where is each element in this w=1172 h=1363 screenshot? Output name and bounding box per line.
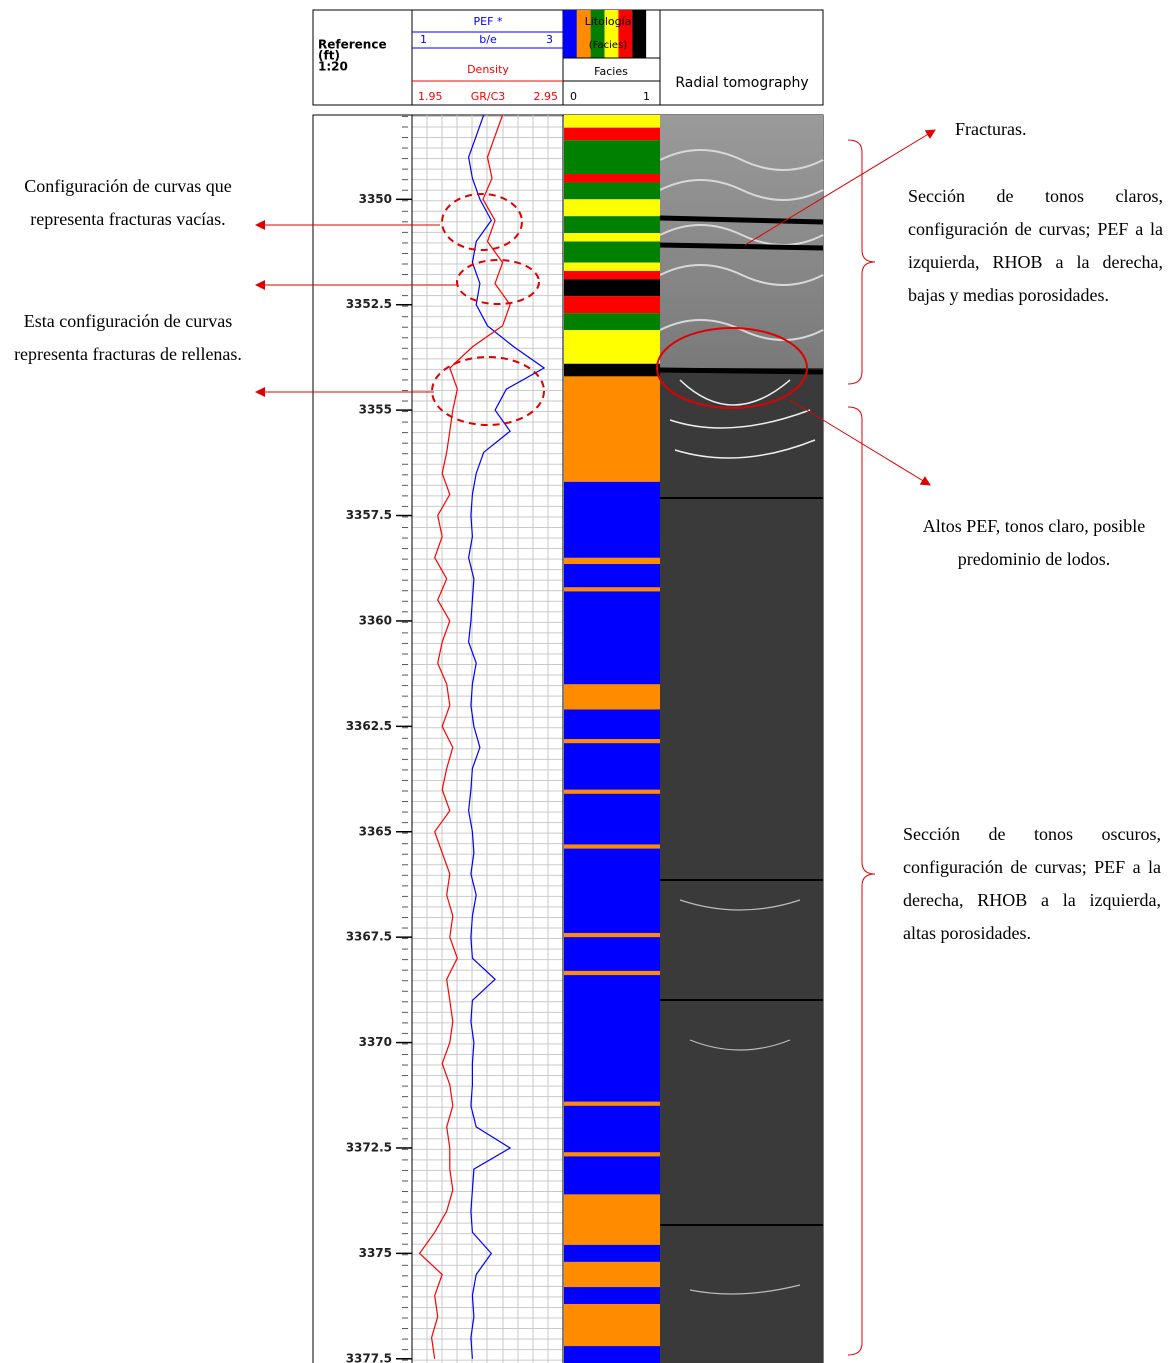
facies-band: [564, 296, 660, 314]
minor-ticks: [400, 115, 412, 1363]
depth-unit: (ft): [318, 49, 340, 63]
image-title: Radial tomography: [675, 75, 808, 91]
depth-tick-label: 3375: [359, 1246, 392, 1260]
facies-band: [564, 174, 660, 183]
facies-band: [564, 684, 660, 710]
depth-scale: 1:20: [318, 60, 348, 74]
facies-track: Facies: [594, 65, 628, 78]
facies-title: Litología: [585, 15, 632, 28]
density-unit: GR/C3: [471, 90, 506, 103]
facies-band: [564, 233, 660, 242]
annotation: Esta configuración de curvas representa …: [14, 311, 242, 364]
facies-band: [564, 330, 660, 364]
facies-band: [564, 216, 660, 234]
depth-tick-label: 3352.5: [346, 297, 392, 311]
density-title: Density: [467, 63, 509, 76]
depth-tick-label: 3350: [359, 192, 392, 206]
facies-band: [564, 262, 660, 271]
facies-band: [564, 199, 660, 217]
annotation: Sección de tonos claros, configuración d…: [908, 186, 1163, 305]
annotation: Configuración de curvas que representa f…: [24, 176, 232, 229]
depth-axis: 3350 3352.5 3355 3357.5 3360 3362.5 3365 3367.5…: [346, 192, 412, 1363]
facies-key-swatch: [604, 10, 619, 58]
facies-key-swatch: [590, 10, 605, 58]
pef-title: PEF *: [474, 15, 503, 28]
facies-key-swatch: [632, 10, 647, 58]
depth-tick-label: 3362.5: [346, 719, 392, 733]
facies-band: [564, 241, 660, 263]
facies-min: 0: [570, 90, 577, 103]
annotation-graphics: [255, 129, 936, 1356]
facies-band: [564, 844, 660, 849]
pef-unit: b/e: [479, 33, 497, 46]
facies-band: [564, 587, 660, 592]
depth-title: Reference: [318, 38, 387, 52]
depth-tick-label: 3365: [359, 824, 392, 838]
depth-tick-label: 3372.5: [346, 1140, 392, 1154]
density-min: 1.95: [418, 90, 443, 103]
annotation: Sección de tonos oscuros, configuración …: [903, 824, 1161, 943]
facies-band: [564, 1152, 660, 1157]
facies-band: [564, 140, 660, 175]
depth-tick-label: 3377.5: [346, 1351, 392, 1363]
facies-band: [564, 182, 660, 200]
radial-tomography: [659, 115, 824, 1363]
facies-band: [564, 363, 660, 377]
depth-tick-label: 3367.5: [346, 930, 392, 944]
facies-key-swatch: [618, 10, 633, 58]
pef-min: 1: [420, 33, 427, 46]
facies-band: [564, 1101, 660, 1106]
facies-subtitle: (Facies): [589, 40, 628, 51]
density-max: 2.95: [534, 90, 559, 103]
facies-band: [564, 932, 660, 938]
facies-band: [564, 970, 660, 976]
facies-band: [564, 115, 660, 128]
facies-band: [564, 739, 660, 744]
facies-band: [564, 1303, 660, 1347]
facies-band: [564, 1194, 660, 1245]
log-curve: [467, 114, 546, 1359]
facies-key-swatch: [563, 10, 577, 58]
facies-track: [564, 115, 660, 1363]
facies-band: [564, 127, 660, 141]
depth-tick-label: 3360: [359, 613, 392, 627]
depth-tick-label: 3370: [359, 1035, 392, 1049]
facies-band: [564, 313, 660, 331]
facies-band: [564, 279, 660, 297]
pef-max: 3: [546, 33, 553, 46]
facies-band: [564, 557, 660, 565]
depth-tick-label: 3357.5: [346, 508, 392, 522]
facies-band: [564, 789, 660, 794]
facies-band: [564, 271, 660, 280]
curves: [418, 114, 546, 1359]
log-curve: [418, 114, 511, 1359]
facies-max: 1: [643, 90, 650, 103]
annotation: Fracturas.: [955, 119, 1027, 139]
facies-band: [564, 376, 660, 482]
facies-band: [564, 1261, 660, 1288]
depth-tick-label: 3355: [359, 403, 392, 417]
header: Reference (ft) 1:20 PEF * 1 b/e 3 Densit…: [312, 9, 824, 106]
facies-key: [563, 10, 647, 58]
annotation: Altos PEF, tonos claro, posible predomin…: [922, 516, 1146, 569]
